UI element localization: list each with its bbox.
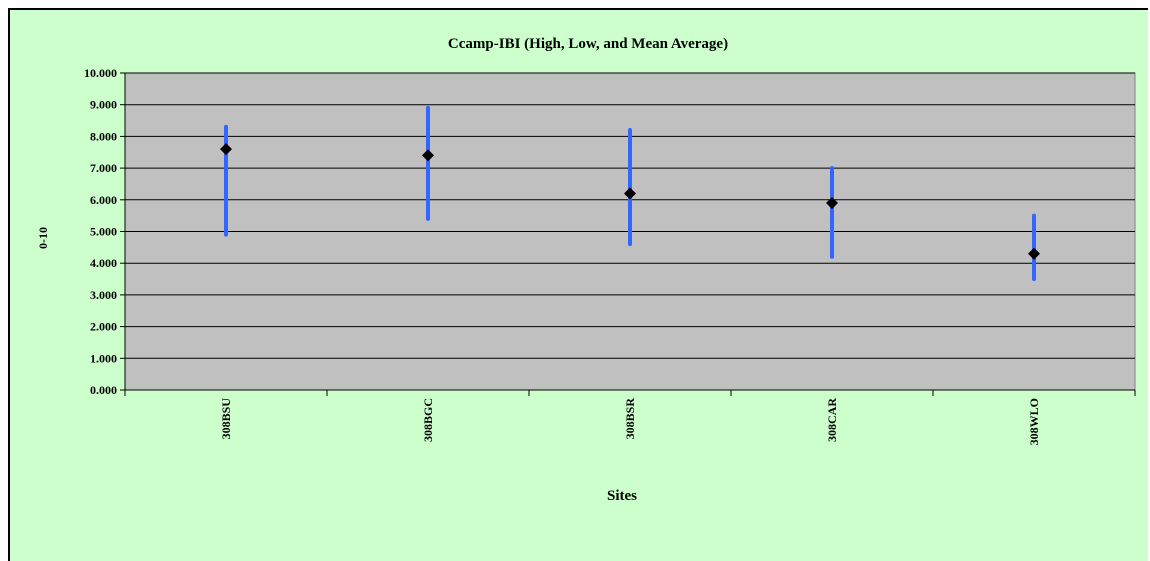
- mean-marker: [422, 149, 434, 162]
- x-tick-label: 308BSU: [219, 398, 233, 440]
- chart-title: Ccamp-IBI (High, Low, and Mean Average): [448, 36, 728, 52]
- mean-markers: [220, 143, 1040, 260]
- y-tick-label: 10.000: [84, 66, 117, 80]
- chart-svg: Ccamp-IBI (High, Low, and Mean Average) …: [36, 36, 1136, 504]
- y-tick-label: 3.000: [90, 288, 117, 302]
- mean-marker: [624, 187, 636, 200]
- mean-marker: [826, 196, 838, 209]
- y-axis-label: 0-10: [36, 227, 50, 249]
- x-axis-label: Sites: [607, 488, 637, 504]
- x-tick-label: 308CAR: [825, 398, 839, 442]
- chart-frame: Ccamp-IBI (High, Low, and Mean Average) …: [8, 8, 1148, 561]
- y-tick-label: 4.000: [90, 256, 117, 270]
- x-tick-label: 308WLO: [1027, 398, 1041, 445]
- y-tick-label: 7.000: [90, 161, 117, 175]
- x-axis-ticks: 308BSU 308BGC 308BSR 308CAR 308WLO: [124, 390, 1136, 445]
- mean-marker: [1028, 247, 1040, 260]
- y-tick-label: 5.000: [90, 225, 117, 239]
- y-tick-label: 1.000: [90, 351, 117, 365]
- y-tick-label: 8.000: [90, 129, 117, 143]
- y-tick-label: 2.000: [90, 320, 117, 334]
- mean-marker: [220, 143, 232, 156]
- y-tick-label: 6.000: [90, 193, 117, 207]
- y-tick-label: 9.000: [90, 98, 117, 112]
- x-tick-label: 308BSR: [623, 398, 637, 440]
- y-tick-label: 0.000: [90, 383, 117, 397]
- x-tick-label: 308BGC: [421, 398, 435, 442]
- gridlines: [125, 72, 1135, 359]
- y-axis-ticks: 0.000 1.000 2.000 3.000 4.000 5.000 6.000 7.000…: [84, 66, 125, 397]
